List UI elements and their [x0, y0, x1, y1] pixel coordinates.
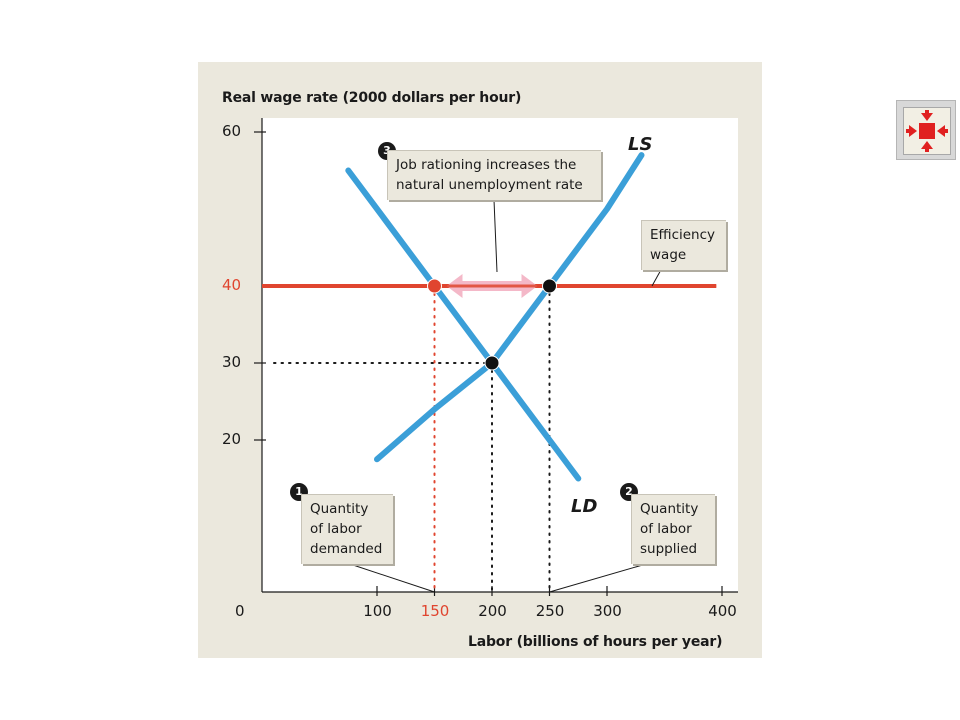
note-line: supplied	[640, 541, 698, 557]
note-line: Job rationing increases the	[396, 157, 577, 173]
note-line: natural unemployment rate	[396, 177, 583, 193]
x-tick-label: 400	[708, 602, 737, 620]
y-tick-label: 30	[222, 353, 242, 371]
job-rationing-leader	[493, 199, 498, 273]
x-tick-label: 200	[478, 602, 507, 620]
quantity-supplied-note: Quantity of labor supplied	[631, 494, 715, 564]
quantity-demanded-point	[427, 278, 442, 294]
note-line: Efficiency	[650, 227, 716, 243]
collapse-arrows-icon	[906, 110, 948, 152]
y-axis-title: Real wage rate (2000 dollars per hour)	[222, 90, 522, 106]
x-tick-label: 0	[235, 602, 245, 620]
efficiency-wage-note: Efficiency wage	[641, 220, 726, 270]
efficiency-wage-leader	[651, 267, 663, 287]
y-tick-label: 20	[222, 430, 242, 448]
equilibrium-point	[484, 355, 500, 371]
collapse-button-face[interactable]	[903, 107, 951, 155]
quantity-demanded-note: Quantity of labor demanded	[301, 494, 393, 564]
x-tick-label: 250	[535, 602, 565, 620]
note-line: Quantity	[310, 501, 369, 517]
collapse-button[interactable]	[896, 100, 956, 160]
x-tick-label: 100	[363, 602, 392, 620]
quantity-demanded-leader	[349, 563, 435, 593]
x-axis-title: Labor (billions of hours per year)	[468, 634, 723, 650]
x-tick-label: 300	[593, 602, 622, 620]
job-rationing-note: Job rationing increases the natural unem…	[387, 150, 601, 200]
note-line: of labor	[640, 521, 692, 537]
ld-curve	[345, 167, 582, 482]
y-tick-label: 40	[222, 276, 242, 294]
note-line: Quantity	[640, 501, 699, 517]
note-line: wage	[650, 247, 687, 263]
ld-curve-label: LD	[571, 496, 598, 517]
note-line: demanded	[310, 541, 383, 557]
ls-curve-label: LS	[628, 134, 653, 155]
quantity-supplied-point	[542, 278, 557, 294]
x-tick-label: 150	[420, 602, 450, 620]
quantity-supplied-leader	[549, 563, 647, 593]
y-tick-label: 60	[222, 122, 242, 140]
ls-curve	[374, 152, 645, 463]
note-line: of labor	[310, 521, 362, 537]
